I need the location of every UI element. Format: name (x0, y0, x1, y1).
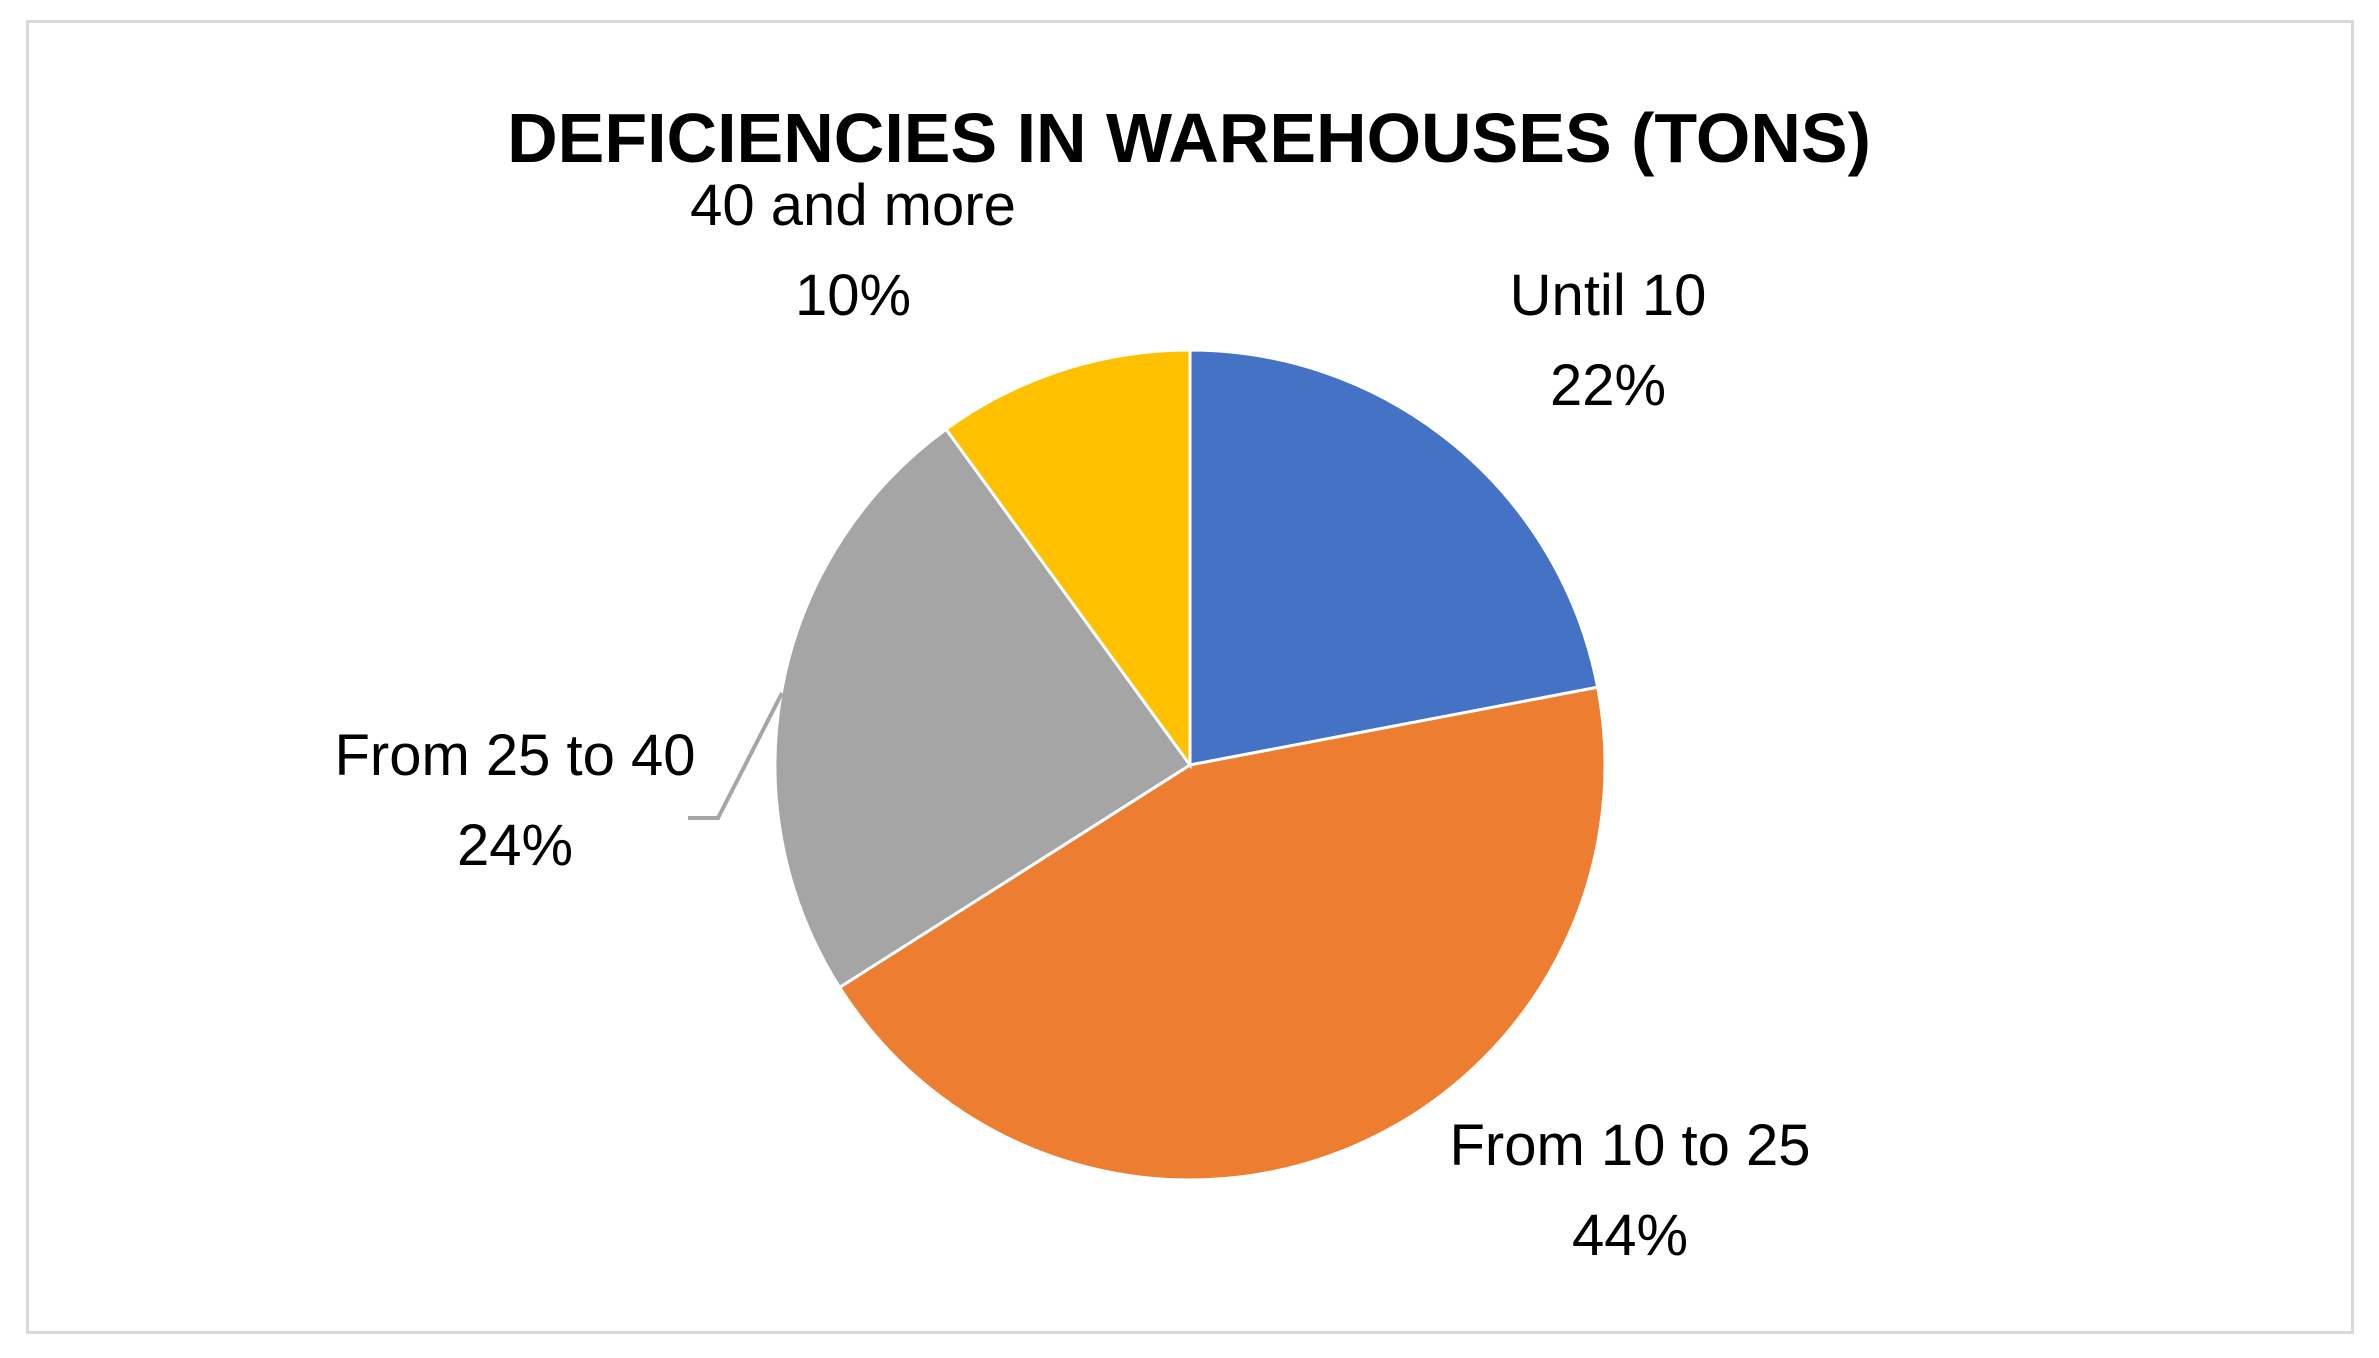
pie-slice-from-25-to-40 (773, 427, 1193, 990)
data-label-category: From 10 to 25 (1449, 1113, 1810, 1178)
data-label-percent: 24% (457, 813, 573, 878)
pie-slice-until-10 (1188, 348, 1600, 767)
data-labels: Until 10 22% From 10 to 25 44% From 25 to 40… (334, 173, 1810, 1268)
pie-slice-40-and-more (943, 348, 1192, 770)
data-label-category: 40 and more (690, 173, 1016, 238)
data-label-percent: 44% (1572, 1203, 1688, 1268)
data-label-category: From 25 to 40 (334, 723, 695, 788)
leader-lines (688, 692, 784, 820)
data-label-category: Until 10 (1510, 263, 1707, 328)
chart-title: DEFICIENCIES IN WAREHOUSES (TONS) (507, 99, 1871, 177)
leader-line (688, 692, 784, 820)
pie-slices (773, 348, 1607, 1182)
pie-slice-from-10-to-25 (837, 685, 1607, 1182)
data-label-percent: 22% (1550, 353, 1666, 418)
data-label-percent: 10% (795, 263, 911, 328)
